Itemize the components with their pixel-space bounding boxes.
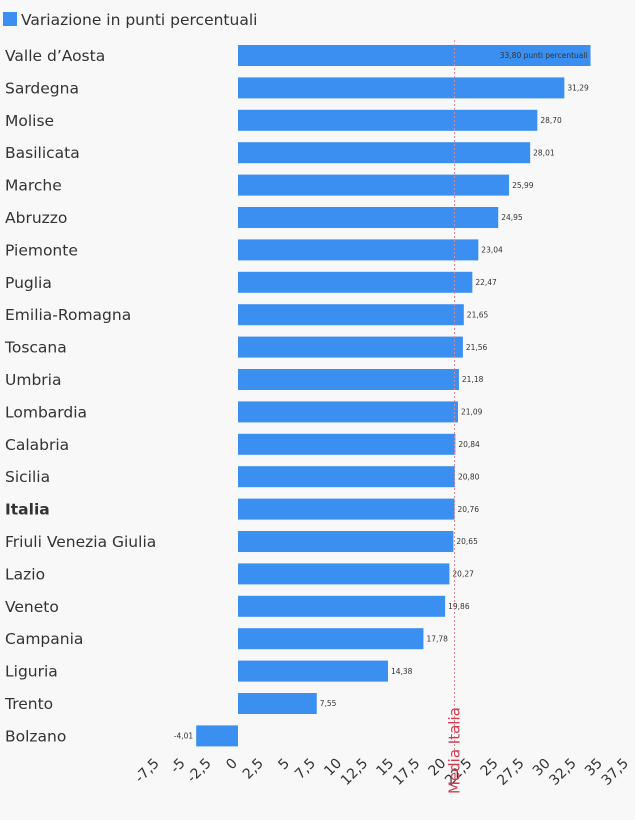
value-label: 20,27 [452, 570, 474, 579]
bar [238, 239, 479, 261]
value-label: 33,80 punti percentuali [500, 51, 588, 60]
reference-line-label: Media Italia [446, 707, 464, 794]
legend-swatch [3, 12, 17, 26]
bar [238, 369, 459, 390]
category-label: Calabria [5, 436, 69, 454]
x-tick-label: 12,5 [338, 756, 371, 789]
value-label: 14,38 [391, 667, 413, 676]
reference-line-group: Media Italia [446, 40, 464, 794]
x-tick-label: -7,5 [132, 756, 163, 787]
bar [196, 725, 238, 747]
bar [238, 433, 456, 455]
category-label: Molise [5, 112, 54, 130]
category-label: Puglia [5, 274, 52, 292]
value-label: 21,18 [462, 375, 484, 384]
bar [238, 77, 565, 99]
x-tick-label: 27,5 [494, 756, 527, 789]
x-tick-label: 5 [275, 756, 293, 774]
value-label: 22,47 [475, 278, 497, 287]
category-label: Toscana [4, 339, 67, 357]
bar [238, 466, 455, 488]
legend: Variazione in punti percentuali [3, 11, 257, 29]
value-label: 19,86 [448, 602, 470, 611]
category-label: Sicilia [5, 468, 50, 486]
category-label: Marche [5, 177, 62, 195]
bar [238, 693, 317, 714]
value-label: 24,95 [501, 213, 523, 222]
bar [238, 304, 464, 326]
bar [238, 628, 424, 650]
value-label: 20,84 [458, 440, 480, 449]
bar [238, 401, 458, 423]
bar [238, 563, 450, 585]
value-label: 21,09 [461, 408, 483, 417]
category-label: Campania [5, 630, 83, 648]
bar [238, 45, 591, 66]
category-label: Abruzzo [5, 209, 67, 227]
bar [238, 271, 473, 293]
value-label: 28,01 [533, 148, 555, 157]
bar [238, 595, 446, 617]
bar [238, 109, 538, 131]
value-label: -4,01 [174, 732, 194, 741]
category-label: Trento [4, 695, 53, 713]
bar [238, 531, 454, 552]
bar [238, 336, 463, 358]
x-tick-label: 2,5 [240, 756, 267, 783]
category-label: Bolzano [5, 727, 66, 745]
bar [238, 498, 455, 520]
value-label: 7,55 [320, 699, 337, 708]
category-label: Italia [5, 501, 50, 519]
category-label: Emilia-Romagna [5, 306, 131, 324]
category-label: Sardegna [5, 79, 79, 97]
legend-label: Variazione in punti percentuali [21, 11, 257, 29]
bar [238, 660, 388, 682]
bars-group: Valle d’Aosta 33,80 punti percentuali Sard… [4, 45, 591, 747]
x-tick-label: -2,5 [184, 756, 215, 787]
category-label: Lombardia [5, 403, 87, 421]
category-label: Friuli Venezia Giulia [5, 533, 156, 551]
x-tick-label: 37,5 [599, 756, 632, 789]
x-tick-label: 7,5 [292, 756, 319, 783]
category-label: Umbria [5, 371, 61, 389]
value-label: 20,80 [458, 472, 480, 481]
value-label: 21,65 [467, 310, 489, 319]
value-label: 31,29 [567, 84, 589, 93]
category-label: Lazio [5, 565, 45, 583]
value-label: 20,76 [458, 505, 480, 514]
category-label: Liguria [5, 663, 58, 681]
x-tick-label: 0 [223, 756, 241, 774]
value-label: 21,56 [466, 343, 488, 352]
x-tick-label: 17,5 [390, 756, 423, 789]
x-tick-label: 32,5 [546, 756, 579, 789]
value-label: 28,70 [540, 116, 562, 125]
category-label: Veneto [5, 598, 59, 616]
category-label: Basilicata [5, 144, 80, 162]
bar [238, 207, 499, 228]
bar [238, 142, 531, 164]
category-label: Piemonte [5, 241, 78, 259]
value-label: 20,65 [456, 537, 478, 546]
value-label: 23,04 [481, 246, 503, 255]
category-label: Valle d’Aosta [5, 47, 105, 65]
value-label: 25,99 [512, 181, 534, 190]
value-label: 17,78 [426, 634, 448, 643]
bar [238, 174, 510, 196]
